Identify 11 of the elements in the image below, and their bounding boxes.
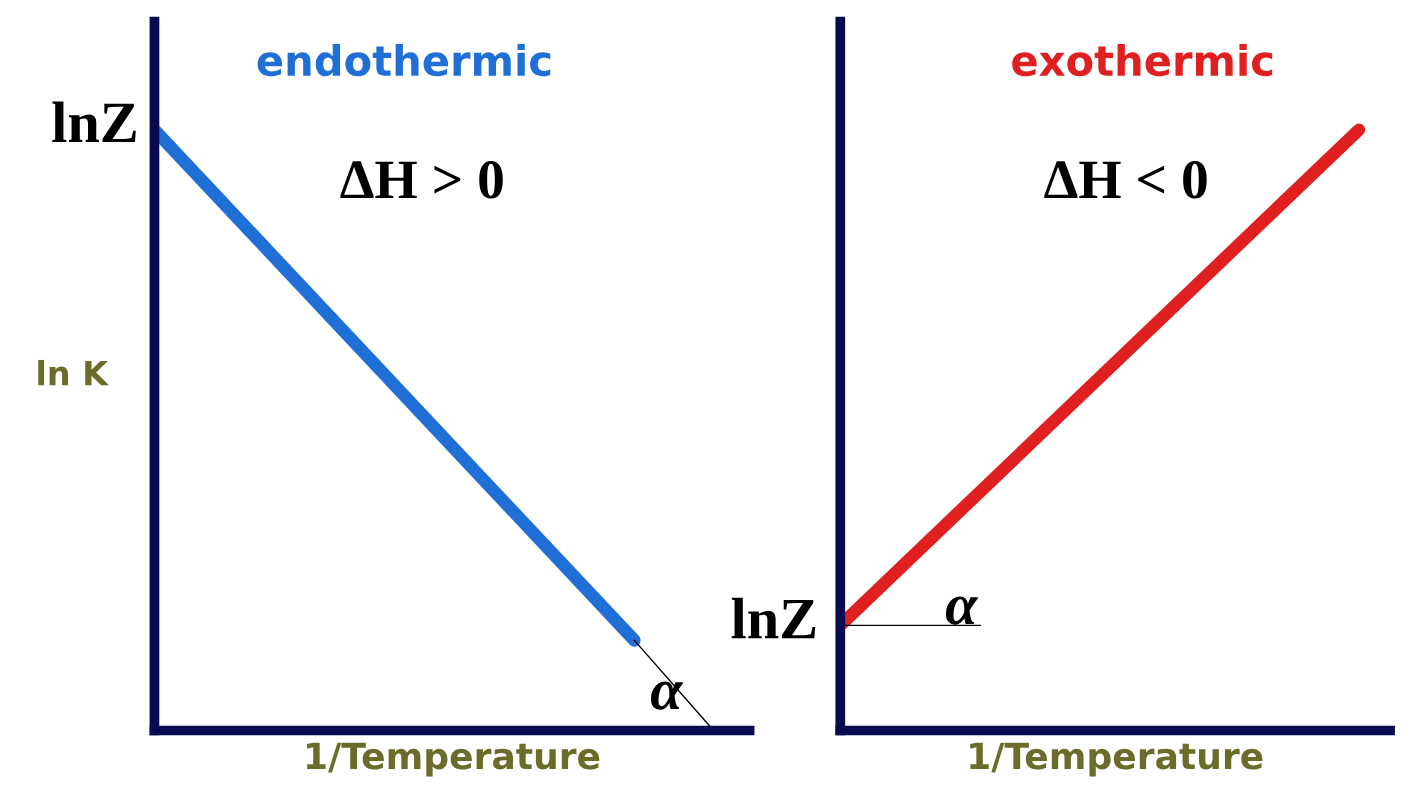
annotation: α <box>650 681 684 710</box>
x-axis-title: 1/Temperature <box>307 742 600 777</box>
y-axis-title: ln K <box>38 359 110 386</box>
chart-title: endothermic <box>257 44 551 77</box>
annotation: α <box>945 596 979 625</box>
chart-title: exothermic <box>1012 44 1273 77</box>
annotation: ΔH > 0 <box>340 161 503 199</box>
annotation: ΔH < 0 <box>1044 161 1207 199</box>
text: lnZ <box>52 101 136 142</box>
x-axis-title: 1/Temperature <box>970 742 1263 777</box>
annotation: lnZ <box>731 597 816 639</box>
